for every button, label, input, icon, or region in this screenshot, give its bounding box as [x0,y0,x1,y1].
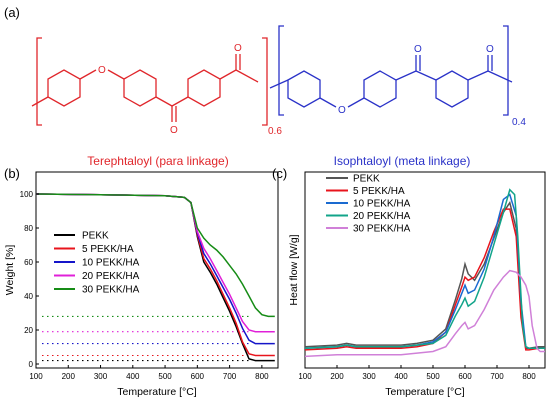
y-tick-label: 0 [29,360,34,369]
legend-label-c-pekk: PEKK [353,174,380,185]
x-tick-label: 500 [158,372,172,381]
series-line-10-pekk-ha [35,193,275,345]
legend-label-c-30-pekk-ha: 30 PEKK/HA [353,224,411,235]
x-tick-label-c: 100 [298,372,312,381]
panel-b: (b) Terephtaloyl (para linkage) 100 200 30… [4,154,279,398]
x-tick-label: 200 [62,372,76,381]
x-tick-label-c: 300 [362,372,376,381]
legend-label-c-20-pekk-ha: 20 PEKK/HA [353,211,411,222]
para-bracket-right [262,37,268,126]
panel-a: (a) O O O 0.6 [4,5,526,137]
para-ketone-oxygen-1: O [170,125,178,136]
meta-ring-1 [287,70,321,108]
legend-label-10-pekk-ha: 10 PEKK/HA [82,258,140,269]
meta-fraction-label: 0.4 [512,117,526,128]
para-repeat-unit [31,37,268,126]
x-tick-label: 300 [94,372,108,381]
x-tick-label: 700 [223,372,237,381]
para-ether-oxygen: O [98,65,106,76]
para-ring-2 [123,69,157,107]
x-tick-label-c: 700 [490,372,504,381]
legend-label-5-pekk-ha: 5 PEKK/HA [82,244,134,255]
series-line-c-20-pekk-ha [304,188,545,350]
series-line-c-pekk [304,200,545,350]
x-tick-label-c: 600 [458,372,472,381]
plot-b-frame [35,171,279,369]
y-tick-label: 20 [24,326,33,335]
para-end-bond [31,96,49,107]
para-fraction-label: 0.6 [268,126,282,137]
series-line-c-5-pekk-ha [304,208,545,351]
y-tick-label: 60 [24,258,33,267]
plot-c-frame [304,171,546,369]
x-tick-label-c: 400 [394,372,408,381]
para-bracket-left [36,37,42,126]
legend-label-30-pekk-ha: 30 PEKK/HA [82,285,140,296]
y-tick-label: 40 [24,292,33,301]
panel-b-xlabel: Temperature [°C] [117,386,197,398]
meta-ether-oxygen: O [338,105,346,116]
panel-b-label: (b) [4,166,20,181]
panel-c-title: Isophtaloyl (meta linkage) [334,154,471,168]
meta-bracket-left [278,25,284,116]
panel-c: (c) Isophtaloyl (meta linkage) 100 200 300… [272,154,546,398]
legend-label-20-pekk-ha: 20 PEKK/HA [82,271,140,282]
y-tick-label: 80 [24,224,33,233]
series-line-c-30-pekk-ha [304,269,545,358]
legend-label-c-10-pekk-ha: 10 PEKK/HA [353,199,411,210]
para-ring-1 [47,69,81,107]
x-tick-label-c: 500 [426,372,440,381]
x-tick-label-c: 800 [522,372,536,381]
para-ketone-oxygen-2: O [234,43,242,54]
meta-bracket-right [503,25,509,116]
x-tick-label: 600 [191,372,205,381]
series-line-30-pekk-ha [35,193,275,318]
legend-label-pekk: PEKK [82,231,109,242]
panel-c-ylabel: Heat flow [W/g] [288,234,300,305]
x-tick-label: 400 [126,372,140,381]
meta-ring-2 [363,70,397,108]
meta-ring-3 [435,70,469,108]
meta-repeat-unit [269,25,513,116]
x-tick-label: 800 [255,372,269,381]
panel-c-xlabel: Temperature [°C] [385,386,465,398]
panel-a-label: (a) [4,5,20,20]
para-ring-3 [187,69,221,107]
y-tick-label: 100 [20,190,34,199]
x-tick-label-c: 200 [330,372,344,381]
legend-label-c-5-pekk-ha: 5 PEKK/HA [353,186,405,197]
meta-ketone-oxygen-2: O [486,44,494,55]
meta-ketone-oxygen-1: O [414,44,422,55]
panel-c-label: (c) [272,166,287,181]
panel-b-ylabel: Weight [%] [4,245,16,296]
panel-b-title: Terephtaloyl (para linkage) [87,154,228,168]
x-tick-label: 100 [29,372,43,381]
